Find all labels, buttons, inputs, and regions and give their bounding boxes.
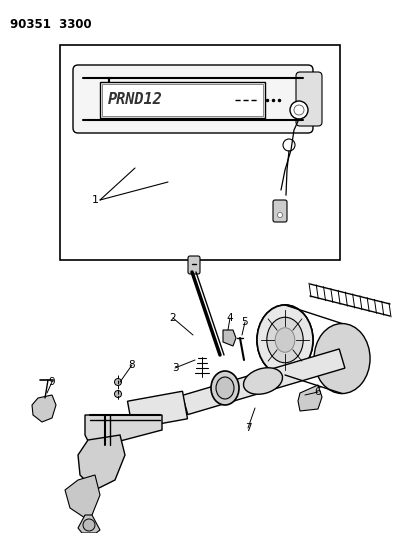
- Bar: [100, 82, 265, 118]
- Text: 90351  3300: 90351 3300: [10, 18, 91, 31]
- Ellipse shape: [275, 328, 295, 352]
- Polygon shape: [78, 515, 100, 533]
- Circle shape: [283, 139, 295, 151]
- Circle shape: [115, 391, 122, 398]
- Text: 5: 5: [242, 317, 248, 327]
- Ellipse shape: [257, 305, 313, 375]
- Bar: [60, 45, 340, 260]
- FancyBboxPatch shape: [273, 200, 287, 222]
- Polygon shape: [85, 415, 162, 445]
- Ellipse shape: [211, 371, 239, 405]
- Ellipse shape: [243, 368, 282, 394]
- Ellipse shape: [267, 317, 303, 363]
- FancyBboxPatch shape: [296, 72, 322, 126]
- Polygon shape: [78, 435, 125, 490]
- Text: 7: 7: [245, 423, 251, 433]
- Text: 8: 8: [129, 360, 135, 370]
- Text: 1: 1: [91, 195, 99, 205]
- Polygon shape: [32, 395, 56, 422]
- Text: 2: 2: [170, 313, 176, 323]
- Circle shape: [277, 213, 282, 217]
- Bar: [102, 84, 263, 116]
- Text: 4: 4: [227, 313, 233, 323]
- Polygon shape: [128, 391, 188, 429]
- Circle shape: [83, 519, 95, 531]
- FancyBboxPatch shape: [188, 256, 200, 274]
- FancyBboxPatch shape: [73, 65, 313, 133]
- Text: 6: 6: [315, 387, 321, 397]
- Text: PRND12: PRND12: [108, 93, 163, 108]
- Polygon shape: [223, 330, 236, 346]
- Text: 3: 3: [172, 363, 178, 373]
- Polygon shape: [182, 349, 345, 415]
- Ellipse shape: [257, 305, 313, 375]
- Ellipse shape: [314, 324, 370, 393]
- Ellipse shape: [216, 377, 234, 399]
- Circle shape: [290, 101, 308, 119]
- Polygon shape: [298, 385, 322, 411]
- Polygon shape: [65, 475, 100, 518]
- Text: 9: 9: [49, 377, 55, 387]
- Circle shape: [115, 378, 122, 385]
